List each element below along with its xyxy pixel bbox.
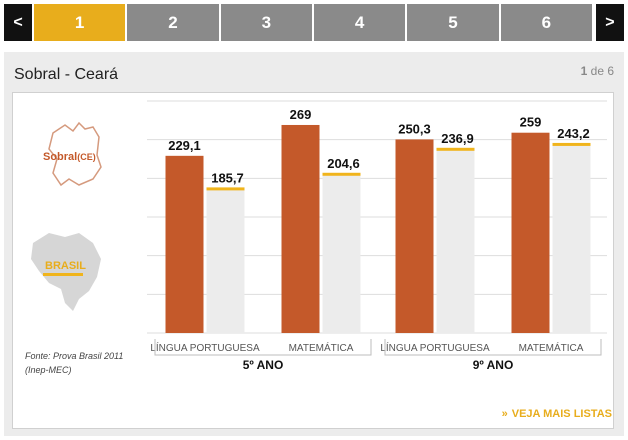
chart-labels: 229,1 185,7 LÍNGUA PORTUGUESA 269 204,6 MATEM… (150, 107, 602, 372)
page-title: Sobral - Ceará (14, 66, 119, 83)
content-panel: Sobral - Ceará 1 de 6 Sobral(CE) BRASIL … (4, 52, 624, 436)
group-label: 9º ANO (473, 358, 514, 372)
page-button-1[interactable]: 1 (34, 4, 128, 41)
brasil-marker (552, 142, 591, 146)
category-label: MATEMÁTICA (289, 341, 354, 354)
page-button-5[interactable]: 5 (407, 4, 501, 41)
next-page-button[interactable]: > (593, 4, 624, 41)
brasil-value-label: 236,9 (441, 131, 474, 146)
source-note: Fonte: Prova Brasil 2011 (Inep-MEC) (25, 349, 123, 377)
sobral-map-icon (48, 121, 102, 187)
page-count-current: 1 (580, 64, 588, 78)
chart-card: Sobral(CE) BRASIL 229,1 185,7 LÍNGUA PORTU… (12, 92, 614, 429)
brasil-marker (322, 172, 361, 176)
sobral-bar (281, 124, 320, 334)
see-more-link[interactable]: » VEJA MAIS LISTAS (502, 408, 612, 420)
pager: < 1 2 3 4 5 6 > (4, 4, 624, 41)
sobral-value-label: 259 (520, 115, 542, 130)
brasil-value-label: 204,6 (327, 156, 360, 171)
chevron-right-icon: » (501, 408, 508, 420)
legend-brasil: BRASIL (45, 260, 86, 272)
see-more-label: VEJA MAIS LISTAS (511, 408, 612, 420)
brasil-marker (436, 147, 475, 151)
sobral-value-label: 250,3 (398, 121, 431, 136)
page-count-total: de 6 (590, 64, 614, 78)
brasil-map-icon (31, 233, 101, 311)
page-button-2[interactable]: 2 (127, 4, 221, 41)
sobral-bar (395, 139, 434, 333)
group-bracket (384, 339, 602, 356)
source-line-2: (Inep-MEC) (25, 365, 72, 375)
group-bracket (154, 339, 372, 356)
sobral-bar (511, 132, 550, 333)
sobral-value-label: 269 (290, 107, 312, 122)
page-count: 1 de 6 (581, 64, 614, 78)
category-label: LÍNGUA PORTUGUESA (380, 341, 490, 354)
brasil-marker (206, 187, 245, 191)
category-label: LÍNGUA PORTUGUESA (150, 341, 260, 354)
page-button-6[interactable]: 6 (500, 4, 594, 41)
brasil-bar (322, 174, 361, 333)
legend-brasil-line (43, 273, 83, 276)
sobral-bar (165, 155, 204, 333)
group-label: 5º ANO (243, 358, 284, 372)
chart-bars (165, 124, 591, 334)
source-line-1: Fonte: Prova Brasil 2011 (25, 351, 124, 361)
brasil-bar (436, 149, 475, 333)
page-button-3[interactable]: 3 (220, 4, 314, 41)
sobral-value-label: 229,1 (168, 138, 201, 153)
legend-sobral: Sobral(CE) (43, 151, 96, 163)
page-button-4[interactable]: 4 (313, 4, 408, 41)
bar-chart: Sobral(CE) BRASIL 229,1 185,7 LÍNGUA PORTU… (31, 100, 607, 372)
category-label: MATEMÁTICA (519, 341, 584, 354)
brasil-bar (552, 144, 591, 333)
brasil-value-label: 243,2 (557, 126, 590, 141)
brasil-bar (206, 189, 245, 333)
prev-page-button[interactable]: < (4, 4, 34, 41)
brasil-value-label: 185,7 (211, 170, 244, 185)
